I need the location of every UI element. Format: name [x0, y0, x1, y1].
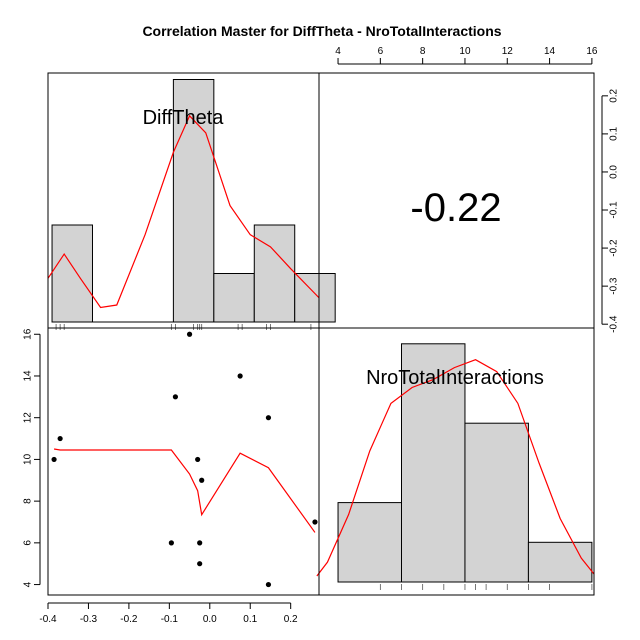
histogram-bar-difftheta [253, 224, 296, 323]
tick-label-left: 10 [23, 453, 34, 465]
histogram-bar-interactions [401, 343, 466, 583]
variable-label-interactions: NroTotalInteractions [366, 367, 544, 389]
tick-label-bottom: -0.1 [161, 614, 179, 625]
tick-label-bottom: -0.3 [80, 614, 98, 625]
scatter-point [172, 394, 179, 400]
scatter-point [57, 435, 63, 442]
correlation-value: -0.22 [410, 186, 501, 230]
scatter-point [186, 331, 193, 337]
histogram-bar-difftheta [213, 273, 255, 323]
tick-label-left: 12 [23, 412, 34, 424]
variable-label-difftheta: DiffTheta [143, 107, 225, 129]
tick-label-right: 0.1 [609, 127, 620, 141]
tick-label-top: 4 [335, 46, 341, 57]
scatter-point [265, 581, 272, 588]
tick-label-right: -0.1 [609, 201, 620, 219]
panel-frame [318, 327, 595, 596]
chart-layer: DiffTheta -0.22 NroTotalInteractions -0.4 -0… [23, 46, 620, 625]
tick-label-right: -0.2 [609, 239, 620, 257]
tick-label-top: 12 [502, 46, 514, 57]
tick-label-bottom: 0.2 [284, 614, 298, 625]
tick-label-right: -0.4 [609, 315, 620, 333]
histogram-bar-interactions [464, 422, 529, 583]
scatter-point [168, 540, 174, 546]
tick-label-top: 6 [378, 46, 384, 57]
tick-label-bottom: 0.1 [243, 614, 257, 625]
histogram-bar-interactions [527, 541, 593, 583]
scatter-point [237, 373, 243, 379]
tick-label-right: -0.3 [609, 277, 620, 295]
chart-title: Correlation Master for DiffTheta - NroTo… [142, 23, 501, 39]
tick-label-top: 14 [544, 46, 556, 57]
tick-label-right: 0.2 [609, 88, 620, 102]
smooth-line [53, 448, 316, 533]
tick-label-left: 14 [23, 370, 34, 382]
density-curve-difftheta [47, 114, 320, 309]
tick-label-left: 6 [23, 540, 34, 546]
tick-label-left: 4 [23, 581, 34, 587]
tick-label-top: 8 [420, 46, 426, 57]
tick-label-bottom: -0.4 [39, 614, 57, 625]
scatter-point [199, 477, 205, 483]
tick-label-top: 10 [459, 46, 471, 57]
scatter-point [265, 415, 272, 421]
tick-label-right: 0.0 [609, 165, 620, 179]
histogram-bar-interactions [337, 502, 402, 583]
scatter-point [195, 456, 201, 463]
tick-label-bottom: 0.0 [203, 614, 217, 625]
scatter-point [51, 456, 57, 463]
tick-label-top: 16 [586, 46, 598, 57]
density-curve-interactions [316, 359, 595, 577]
scatter-point [197, 561, 203, 567]
tick-label-left: 8 [23, 498, 34, 504]
tick-label-bottom: -0.2 [120, 614, 138, 625]
tick-label-left: 16 [23, 328, 34, 340]
scatter-point [197, 540, 203, 546]
histogram-bar-difftheta [294, 273, 336, 323]
histogram-bar-difftheta [51, 224, 93, 323]
panel-frame [47, 327, 320, 596]
scatter-point [312, 519, 318, 525]
